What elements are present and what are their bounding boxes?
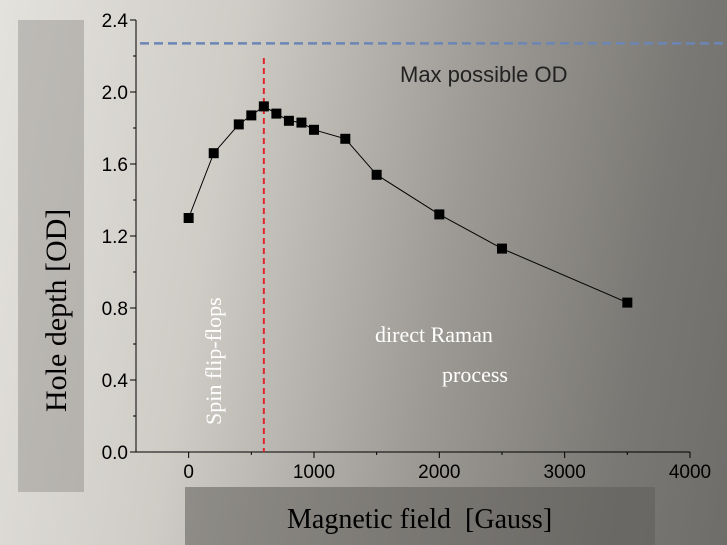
data-point	[308, 124, 319, 135]
data-point	[208, 148, 219, 159]
spin-flip-flops-label: Spin flip-flops	[201, 297, 226, 425]
y-tick-label: 1.2	[102, 227, 128, 248]
y-tick-label: 0.4	[102, 371, 129, 392]
x-ticks: 0 1000 2000 3000 4000	[183, 452, 711, 483]
y-tick-label: 0.8	[102, 299, 128, 320]
series-line	[188, 105, 628, 304]
x-tick-label: 0	[183, 462, 194, 483]
x-tick-label: 1000	[293, 462, 335, 483]
data-point	[271, 108, 282, 119]
data-point	[371, 169, 382, 180]
data-point	[233, 119, 244, 130]
y-ticks: 0.0 0.4 0.8 1.2 1.6 2.0 2.4	[102, 11, 136, 464]
y-tick-label: 2.4	[102, 11, 129, 32]
y-tick-label: 1.6	[102, 155, 128, 176]
x-axis-title: Magnetic field [Gauss]	[287, 504, 552, 535]
data-point	[258, 101, 269, 112]
y-tick-label: 2.0	[102, 83, 128, 104]
reference-lines	[140, 42, 727, 452]
data-point	[496, 243, 507, 254]
data-point	[340, 133, 351, 144]
direct-raman-label-line2: process	[442, 362, 508, 387]
x-tick-label: 3000	[544, 462, 586, 483]
data-point	[183, 213, 194, 223]
data-point	[283, 115, 294, 126]
data-points	[183, 101, 633, 308]
x-tick-label: 2000	[418, 462, 460, 483]
y-axis-label-panel	[18, 20, 84, 492]
data-point	[246, 110, 257, 121]
data-point	[622, 297, 633, 308]
max-od-label: Max possible OD	[400, 62, 568, 87]
y-axis-title: Hole depth [OD]	[40, 209, 73, 412]
x-axis-label-panel	[185, 487, 655, 545]
y-tick-label: 0.0	[102, 443, 128, 464]
x-tick-label: 4000	[669, 462, 711, 483]
data-point	[434, 209, 445, 220]
direct-raman-label-line1: direct Raman	[375, 322, 493, 347]
data-point	[296, 117, 307, 128]
